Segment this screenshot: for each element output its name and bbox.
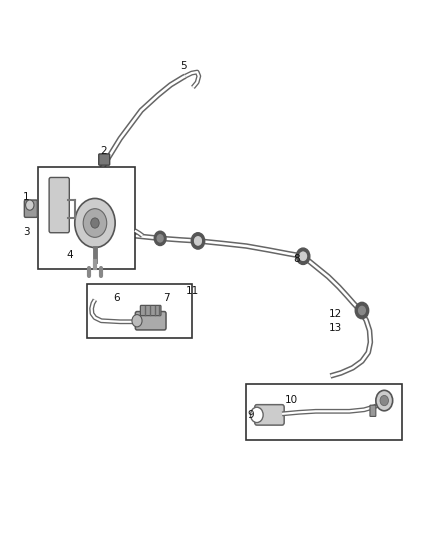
Circle shape [376, 390, 392, 411]
Circle shape [132, 314, 142, 327]
Circle shape [300, 252, 307, 260]
Circle shape [297, 248, 310, 264]
FancyBboxPatch shape [140, 305, 161, 316]
Text: 8: 8 [293, 254, 300, 264]
Text: 5: 5 [180, 61, 187, 71]
Text: 3: 3 [23, 227, 30, 237]
Circle shape [91, 218, 99, 228]
Circle shape [154, 231, 166, 246]
Text: 7: 7 [163, 293, 170, 303]
Bar [87, 285, 192, 338]
Circle shape [191, 233, 205, 249]
Text: 10: 10 [285, 394, 298, 405]
Text: 13: 13 [329, 323, 343, 333]
Bar [38, 167, 135, 269]
Text: 1: 1 [23, 192, 30, 203]
FancyBboxPatch shape [255, 405, 284, 425]
Bar [246, 384, 402, 440]
Circle shape [300, 252, 307, 260]
Circle shape [75, 198, 115, 247]
Circle shape [380, 395, 389, 406]
Circle shape [157, 235, 163, 242]
FancyBboxPatch shape [135, 311, 166, 330]
Text: 12: 12 [329, 309, 343, 319]
FancyBboxPatch shape [370, 405, 376, 416]
Circle shape [194, 237, 201, 245]
FancyBboxPatch shape [99, 154, 110, 165]
Text: 2: 2 [100, 147, 107, 156]
Circle shape [83, 209, 107, 237]
Circle shape [251, 407, 263, 423]
Text: 6: 6 [113, 293, 120, 303]
FancyBboxPatch shape [25, 200, 37, 217]
Text: 4: 4 [67, 250, 73, 260]
Circle shape [359, 306, 365, 314]
Text: 9: 9 [247, 410, 254, 420]
Text: 11: 11 [186, 286, 199, 296]
FancyBboxPatch shape [49, 177, 69, 233]
Circle shape [355, 302, 369, 319]
Circle shape [194, 237, 201, 245]
Circle shape [25, 200, 34, 210]
